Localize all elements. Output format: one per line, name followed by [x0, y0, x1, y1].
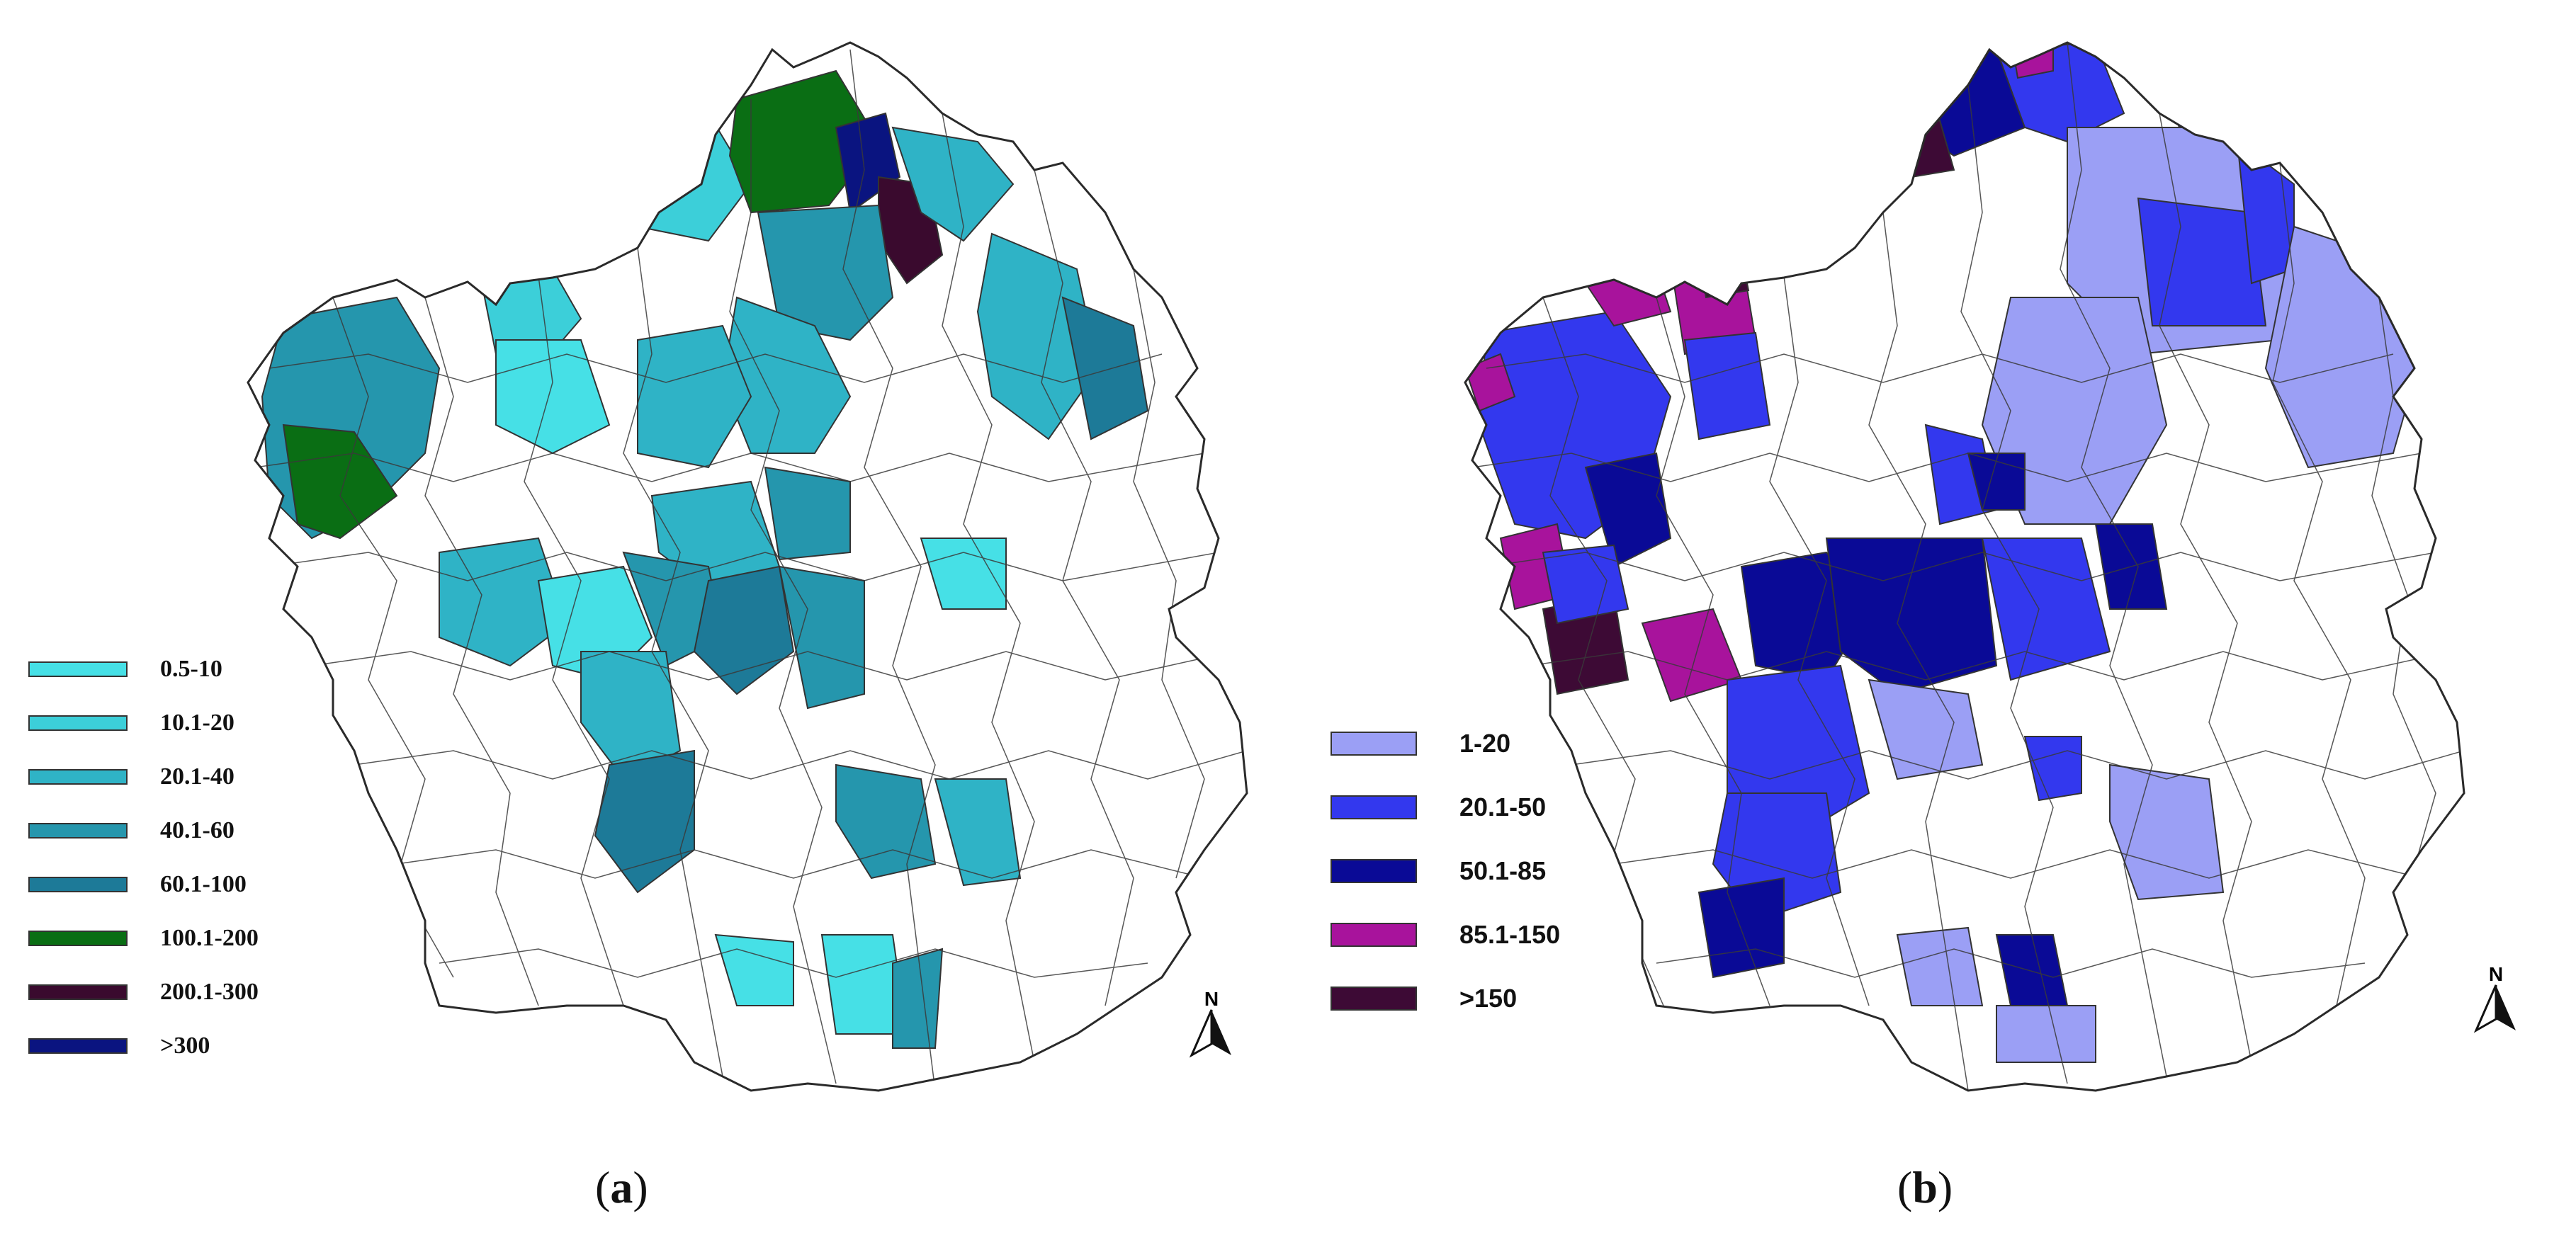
- legend-item: 200.1-300: [28, 978, 259, 1006]
- choropleth-b: [1465, 42, 2464, 1091]
- legend-label: >300: [160, 1033, 210, 1059]
- legend-label: 50.1-85: [1459, 856, 1547, 885]
- caption-paren-close: ): [1937, 1162, 1953, 1212]
- legend-swatch: [1331, 859, 1417, 883]
- legend-label: 40.1-60: [160, 817, 235, 843]
- legend-item: 10.1-20: [28, 709, 235, 737]
- legend-swatch: [28, 1038, 128, 1054]
- north-label: N: [1204, 988, 1219, 1010]
- legend-item: 60.1-100: [28, 870, 247, 899]
- caption-a: (a): [595, 1161, 648, 1214]
- legend-swatch: [28, 931, 128, 946]
- legend-swatch: [1331, 732, 1417, 756]
- legend-swatch: [28, 823, 128, 838]
- legend-item: >300: [28, 1032, 210, 1060]
- legend-a: 0.5-10 10.1-20 20.1-40 40.1-60 60.1-100 …: [28, 655, 326, 1066]
- caption-paren-open: (: [1897, 1162, 1913, 1212]
- legend-swatch: [1331, 923, 1417, 947]
- map-panel-a: 0.5-10 10.1-20 20.1-40 40.1-60 60.1-100 …: [28, 41, 1248, 1214]
- legend-label: 10.1-20: [160, 710, 235, 736]
- legend-label: 20.1-40: [160, 763, 235, 790]
- legend-swatch: [28, 661, 128, 677]
- legend-item: >150: [1331, 984, 1517, 1013]
- legend-item: 40.1-60: [28, 817, 235, 845]
- legend-item: 20.1-40: [28, 763, 235, 791]
- legend-swatch: [28, 715, 128, 731]
- legend-swatch: [1331, 987, 1417, 1011]
- legend-b: 1-20 20.1-50 50.1-85 85.1-150 >150: [1331, 729, 1628, 1027]
- municipality-map-a: [247, 41, 1248, 1092]
- caption-paren-open: (: [595, 1162, 611, 1212]
- legend-swatch: [28, 984, 128, 1000]
- caption-b: (b): [1897, 1161, 1953, 1214]
- legend-item: 100.1-200: [28, 924, 259, 953]
- legend-label: 0.5-10: [160, 656, 222, 682]
- legend-swatch: [28, 769, 128, 785]
- legend-item: 85.1-150: [1331, 920, 1561, 949]
- legend-item: 50.1-85: [1331, 856, 1547, 885]
- legend-label: 85.1-150: [1459, 920, 1561, 949]
- legend-swatch: [1331, 795, 1417, 819]
- legend-item: 1-20: [1331, 729, 1510, 758]
- north-arrow-icon: N: [1189, 988, 1231, 1058]
- legend-label: 1-20: [1459, 729, 1511, 758]
- legend-item: 0.5-10: [28, 655, 222, 683]
- legend-label: 100.1-200: [160, 925, 259, 951]
- map-panel-b: 1-20 20.1-50 50.1-85 85.1-150 >150 N (b): [1288, 0, 2576, 1245]
- caption-paren-close: ): [633, 1162, 648, 1212]
- caption-letter: a: [610, 1162, 633, 1212]
- legend-label: 200.1-300: [160, 979, 259, 1005]
- legend-item: 20.1-50: [1331, 792, 1547, 822]
- legend-label: 60.1-100: [160, 871, 247, 897]
- north-arrow-icon: N: [2473, 963, 2516, 1033]
- legend-label: 20.1-50: [1459, 792, 1547, 822]
- municipality-map-b: [1464, 41, 2465, 1092]
- north-label: N: [2489, 963, 2503, 985]
- legend-swatch: [28, 877, 128, 892]
- caption-letter: b: [1912, 1162, 1938, 1212]
- legend-label: >150: [1459, 984, 1518, 1013]
